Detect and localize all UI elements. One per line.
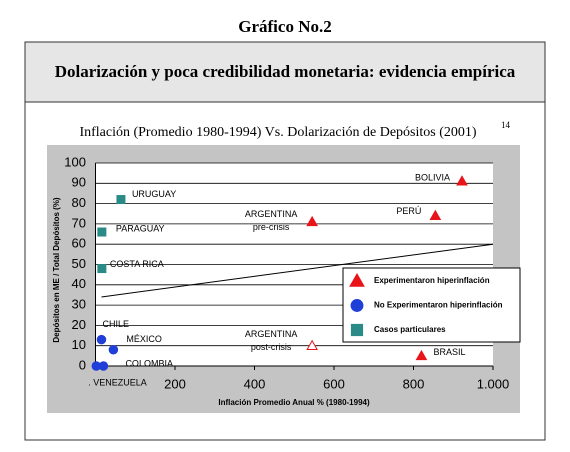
point-label: COSTA RICA [110, 259, 164, 269]
point-label: CHILE [102, 319, 129, 329]
point [456, 175, 468, 186]
trend-line [101, 243, 494, 298]
y-tick-label: 90 [72, 175, 86, 190]
point [429, 209, 442, 221]
legend-marker [350, 323, 364, 337]
point [415, 349, 428, 361]
point [91, 361, 102, 371]
point [108, 345, 119, 355]
legend [342, 267, 521, 343]
y-tick-label: 70 [72, 215, 86, 230]
point-label: . VENEZUELA [88, 377, 147, 387]
heading: Gráfico No.2 [238, 17, 331, 36]
legend-label: Experimentaron hiperinflación [374, 276, 490, 285]
footnote-mark: 14 [501, 120, 511, 130]
x-tick-label: 400 [244, 376, 266, 391]
y-tick-label: 40 [72, 276, 86, 291]
chart-title: Dolarización y poca credibilidad monetar… [55, 62, 516, 81]
y-axis-title: Depósitos en ME / Total Depósitos (%) [52, 197, 61, 343]
point-label: pre-crisis [253, 222, 290, 232]
x-tick-label: 200 [164, 376, 186, 391]
point-label: BRASIL [433, 347, 465, 357]
x-tick-label: 800 [403, 376, 425, 391]
point-label: MÉXICO [126, 334, 162, 344]
point-label: ARGENTINA [245, 209, 298, 219]
legend-marker [350, 299, 364, 312]
point-label: ARGENTINA [245, 329, 298, 339]
point-label: PERÚ [396, 206, 421, 216]
x-tick-label: 600 [323, 376, 345, 391]
legend-label: Casos particulares [374, 325, 446, 334]
x-tick-label: 1.000 [477, 376, 510, 391]
point [306, 215, 318, 227]
point [97, 227, 107, 237]
x-axis-title: Inflación Promedio Anual % (1980-1994) [218, 398, 370, 407]
y-tick-label: 0 [79, 357, 86, 372]
y-tick-label: 80 [72, 195, 86, 210]
y-tick-label: 60 [72, 236, 86, 251]
y-tick-label: 20 [72, 317, 86, 332]
point-label: COLOMBIA [125, 358, 173, 368]
y-tick-label: 50 [72, 256, 86, 271]
point [306, 339, 318, 350]
point-label: PARAGUAY [116, 223, 165, 233]
point [97, 264, 107, 274]
legend-marker [349, 272, 365, 287]
chart-subtitle: Inflación (Promedio 1980-1994) Vs. Dolar… [79, 125, 476, 140]
point [96, 334, 107, 345]
point [116, 195, 126, 205]
point-label: URUGUAY [132, 189, 176, 199]
point-label: BOLIVIA [415, 173, 450, 183]
y-tick-label: 30 [72, 297, 86, 312]
y-tick-label: 10 [72, 337, 86, 352]
header-band [24, 41, 546, 103]
point-label: post-crisis [251, 342, 292, 352]
legend-label: No Experimentaron hiperinflación [374, 301, 503, 310]
y-tick-label: 100 [64, 154, 86, 169]
